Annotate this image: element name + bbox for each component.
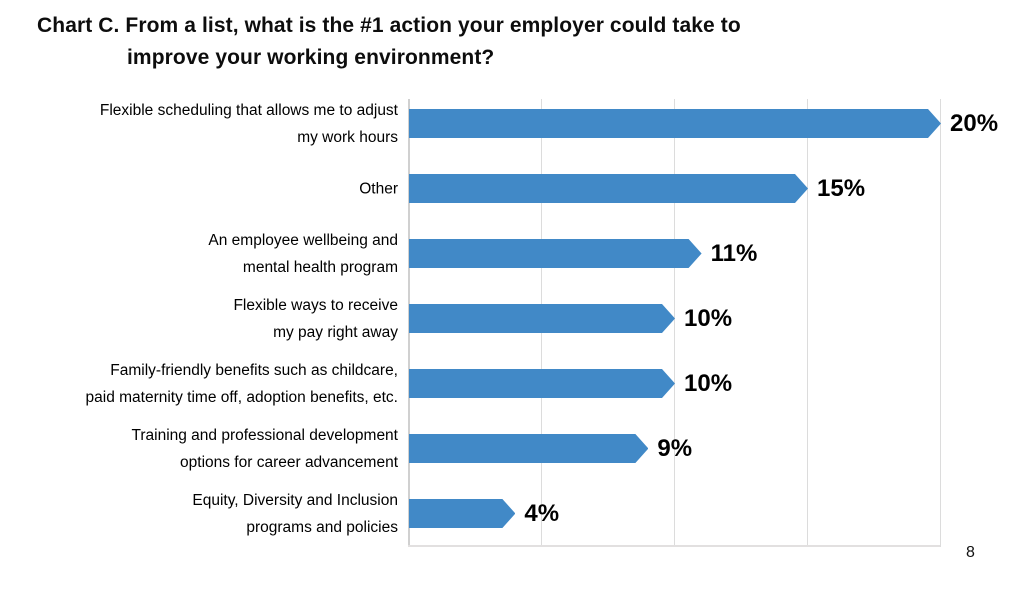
category-label: Other xyxy=(359,180,398,197)
category-label: Equity, Diversity and Inclusion programs … xyxy=(192,491,398,536)
plot-area: 20% 15% 11% 10% 10% 9% 4% xyxy=(408,99,998,547)
bar xyxy=(409,239,702,268)
category-label: Flexible ways to receive my pay right awa… xyxy=(233,296,398,341)
bar xyxy=(409,174,808,203)
chart-title-line2: improve your working environment? xyxy=(127,46,495,69)
value-label: 11% xyxy=(710,239,758,267)
value-label: 10% xyxy=(684,304,733,332)
category-label: Training and professional development opt… xyxy=(131,426,398,471)
x-axis-line xyxy=(408,545,940,547)
gridline xyxy=(939,99,941,547)
chart-title-line1: Chart C. From a list, what is the #1 act… xyxy=(37,14,741,37)
bar xyxy=(409,499,515,528)
value-label: 10% xyxy=(684,369,733,397)
page-number: 8 xyxy=(966,544,975,561)
bar xyxy=(409,434,648,463)
value-label: 15% xyxy=(817,174,866,202)
category-label: Family-friendly benefits such as childca… xyxy=(85,361,398,406)
value-label: 4% xyxy=(524,499,560,527)
gridline xyxy=(806,99,808,547)
bar xyxy=(409,304,675,333)
value-label: 9% xyxy=(657,434,693,462)
value-label: 20% xyxy=(950,109,999,137)
category-label: Flexible scheduling that allows me to ad… xyxy=(99,101,398,146)
category-label: An employee wellbeing and mental health p… xyxy=(208,231,398,276)
bar xyxy=(409,369,675,398)
chart-title: Chart C. From a list, what is the #1 act… xyxy=(37,10,741,74)
gridline xyxy=(673,99,675,547)
bar xyxy=(409,109,941,138)
